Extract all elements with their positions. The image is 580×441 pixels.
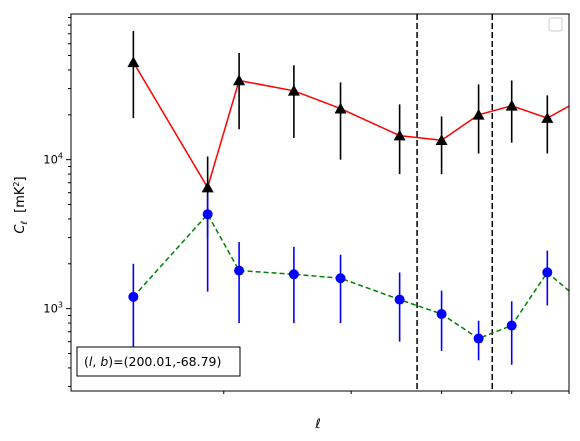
- axes-frame: [70, 13, 570, 392]
- series-0-point: [334, 102, 347, 114]
- annotation-box: [76, 346, 241, 377]
- series-1-point: [436, 309, 447, 320]
- series-1-point: [288, 269, 299, 280]
- series-1-point: [128, 291, 139, 302]
- series-0-point: [287, 84, 300, 96]
- series-0-point: [435, 134, 448, 146]
- series-1-point: [202, 209, 213, 220]
- x-axis-label: ℓ: [314, 417, 320, 432]
- series-1-point: [542, 267, 553, 278]
- series-1-line: [132, 213, 569, 340]
- series-0-point: [472, 108, 485, 120]
- plot-content: [127, 14, 580, 391]
- plot-area: [127, 14, 580, 391]
- series-0-point: [393, 129, 406, 141]
- series-0-line: [132, 61, 569, 190]
- legend-box: [548, 17, 563, 32]
- series-1-point: [574, 295, 580, 305]
- series-0-point: [127, 56, 140, 68]
- series-0-point: [541, 112, 554, 123]
- series-1-point: [506, 320, 517, 331]
- series-0-point: [233, 74, 246, 86]
- annotation-text: (l, b)=(200.01,-68.79): [84, 354, 221, 369]
- series-1-point: [234, 265, 245, 276]
- y-tick-label: 103: [43, 301, 63, 316]
- series-1-point: [473, 333, 484, 344]
- series-0-point: [201, 181, 214, 193]
- y-axis-label: Cℓ[mK2]: [12, 176, 30, 233]
- y-tick-label: 104: [43, 152, 63, 167]
- axis-ticks: 103104103: [43, 16, 570, 394]
- series-1-point: [335, 273, 346, 284]
- series-1-point: [394, 294, 405, 305]
- series-0-point: [573, 94, 580, 105]
- series-0-point: [505, 99, 518, 111]
